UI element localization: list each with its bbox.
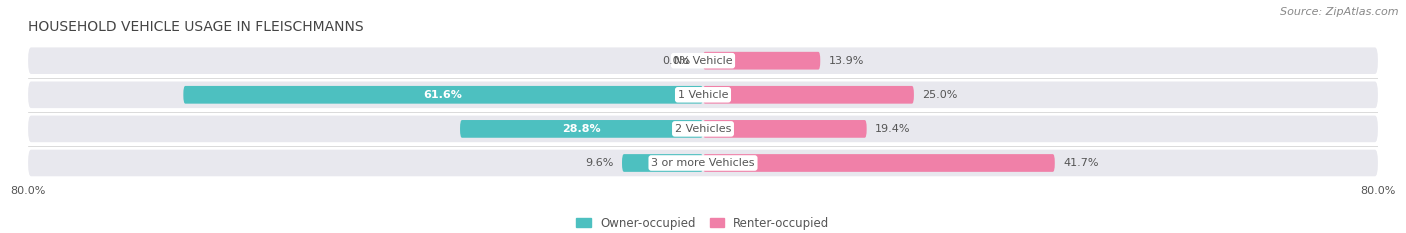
FancyBboxPatch shape <box>703 120 866 138</box>
FancyBboxPatch shape <box>28 150 1378 176</box>
Text: No Vehicle: No Vehicle <box>673 56 733 66</box>
FancyBboxPatch shape <box>621 154 703 172</box>
Legend: Owner-occupied, Renter-occupied: Owner-occupied, Renter-occupied <box>572 212 834 233</box>
FancyBboxPatch shape <box>703 52 820 70</box>
Text: 9.6%: 9.6% <box>585 158 613 168</box>
FancyBboxPatch shape <box>28 116 1378 142</box>
Text: 28.8%: 28.8% <box>562 124 600 134</box>
FancyBboxPatch shape <box>28 47 1378 74</box>
FancyBboxPatch shape <box>460 120 703 138</box>
Text: 1 Vehicle: 1 Vehicle <box>678 90 728 100</box>
Text: Source: ZipAtlas.com: Source: ZipAtlas.com <box>1281 7 1399 17</box>
Text: 0.0%: 0.0% <box>662 56 690 66</box>
FancyBboxPatch shape <box>183 86 703 104</box>
Text: 61.6%: 61.6% <box>423 90 463 100</box>
FancyBboxPatch shape <box>703 86 914 104</box>
Text: 19.4%: 19.4% <box>875 124 911 134</box>
FancyBboxPatch shape <box>28 82 1378 108</box>
Text: 3 or more Vehicles: 3 or more Vehicles <box>651 158 755 168</box>
Text: 25.0%: 25.0% <box>922 90 957 100</box>
Text: 2 Vehicles: 2 Vehicles <box>675 124 731 134</box>
Text: HOUSEHOLD VEHICLE USAGE IN FLEISCHMANNS: HOUSEHOLD VEHICLE USAGE IN FLEISCHMANNS <box>28 20 364 34</box>
Text: 13.9%: 13.9% <box>828 56 865 66</box>
FancyBboxPatch shape <box>703 154 1054 172</box>
Text: 41.7%: 41.7% <box>1063 158 1098 168</box>
